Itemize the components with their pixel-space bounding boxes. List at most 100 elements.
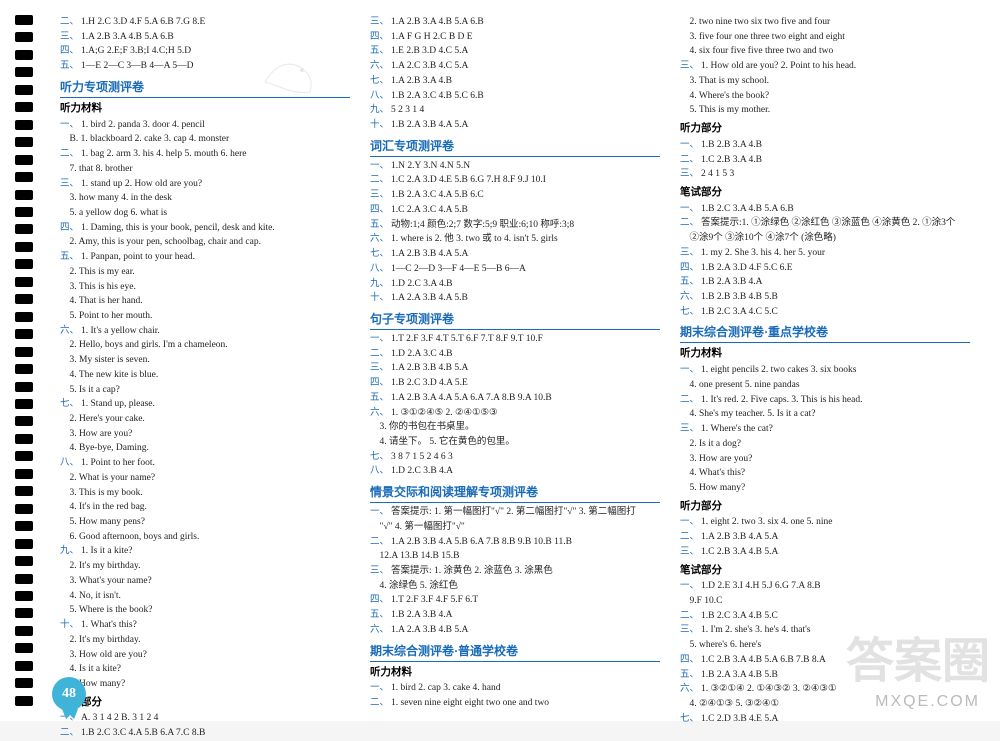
row-number: 四、	[370, 378, 389, 388]
answer-row: 4. six four five five three two and two	[680, 44, 970, 59]
row-number: 七、	[60, 399, 79, 409]
row-text: 5. How many?	[690, 483, 746, 493]
row-text: 1. ③②①④ 2. ①④③② 3. ②④③①	[701, 684, 836, 694]
row-text: 1.B 2.C 3.C 4.A 5.B 6.A 7.C 8.B	[81, 728, 205, 738]
row-text: 4. 涂绿色 5. 涂红色	[380, 581, 458, 591]
row-number: 四、	[370, 595, 389, 605]
row-number: 二、	[680, 532, 699, 542]
row-number: 十、	[370, 120, 389, 130]
row-text: 答案提示: 1. 涂黄色 2. 涂蓝色 3. 涂黑色	[391, 566, 553, 576]
row-number: 六、	[680, 684, 699, 694]
answer-row: 十、1.A 2.A 3.B 4.A 5.B	[370, 291, 660, 306]
row-number: 一、	[680, 365, 699, 375]
answer-row: 6. Good afternoon, boys and girls.	[60, 530, 350, 545]
answer-row: 2. It's my birthday.	[60, 633, 350, 648]
answer-row: 七、1.A 2.B 3.B 4.A 5.A	[370, 247, 660, 262]
row-number: 二、	[370, 698, 389, 708]
row-number: 四、	[680, 655, 699, 665]
row-number: 十、	[60, 620, 79, 630]
row-text: 3. five four one three two eight and eig…	[690, 32, 845, 42]
answer-row: 2. Hello, boys and girls. I'm a chameleo…	[60, 338, 350, 353]
answer-row: 八、1. Point to her foot.	[60, 456, 350, 471]
answer-row: 5. How many?	[680, 481, 970, 496]
answer-row: 七、1.B 2.C 3.A 4.C 5.C	[680, 305, 970, 320]
answer-row: 三、2 4 1 5 3	[680, 167, 970, 182]
binding-dot	[15, 172, 33, 182]
binding-dot	[15, 347, 33, 357]
row-text: 4. one present 5. nine pandas	[690, 380, 800, 390]
row-number: 一、	[370, 161, 389, 171]
binding-dot	[15, 85, 33, 95]
row-text: 1.B 2.C 3.A 4.B 5.A 6.B	[701, 204, 794, 214]
answer-row: 二、1.D 2.A 3.C 4.B	[370, 347, 660, 362]
decorative-sketch	[260, 52, 330, 97]
row-text: 4. It's in the red bag.	[70, 502, 147, 512]
row-text: 1.B 2.B 3.A 4.B	[701, 140, 762, 150]
binding-dot	[15, 50, 33, 60]
answer-row: 2. Is it a dog?	[680, 437, 970, 452]
row-number: 二、	[370, 175, 389, 185]
row-text: 3. That is my school.	[690, 76, 770, 86]
row-number: 七、	[680, 307, 699, 317]
row-text: 1.A 2.B 3.A 4.B 5.A 6.B	[81, 32, 174, 42]
answer-row: 2. Here's your cake.	[60, 412, 350, 427]
answer-row: 三、1.A 2.B 3.A 4.B 5.A 6.B	[60, 30, 350, 45]
row-number: 四、	[680, 263, 699, 273]
answer-row: 5. Point to her mouth.	[60, 309, 350, 324]
sub-title: 听力材料	[60, 101, 350, 117]
binding-dot	[15, 643, 33, 653]
answer-row: 3. This is his eye.	[60, 280, 350, 295]
binding-dot	[15, 294, 33, 304]
row-text: ②涂9个 ③涂10个 ④涂7个 (涂色略)	[690, 233, 836, 243]
row-text: 6. Good afternoon, boys and girls.	[70, 532, 200, 542]
row-text: 1. I'm 2. she's 3. he's 4. that's	[701, 625, 811, 635]
answer-row: 二、1. It's red. 2. Five caps. 3. This is …	[680, 393, 970, 408]
answer-row: 一、1. eight 2. two 3. six 4. one 5. nine	[680, 515, 970, 530]
column-3: 2. two nine two six two five and four 3.…	[670, 15, 980, 706]
row-text: 1. It's a yellow chair.	[81, 326, 160, 336]
row-text: 2. What is your name?	[70, 473, 156, 483]
row-text: 1.C 2.D 3.B 4.E 5.A	[701, 714, 778, 724]
answer-row: 八、1.B 2.A 3.C 4.B 5.C 6.B	[370, 89, 660, 104]
answer-row: 4. one present 5. nine pandas	[680, 378, 970, 393]
row-number: 五、	[680, 670, 699, 680]
sub-title: 听力部分	[680, 499, 970, 515]
answer-row: 八、1.D 2.C 3.B 4.A	[370, 464, 660, 479]
answer-row: 五、1.B 2.A 3.B 4.A	[680, 275, 970, 290]
answer-row: 四、1.A F G H 2.C B D E	[370, 30, 660, 45]
answer-row: B. 1. blackboard 2. cake 3. cap 4. monst…	[60, 132, 350, 147]
row-text: 4. What's this?	[690, 468, 746, 478]
row-text: 1.C 2.A 3.D 4.E 5.B 6.G 7.H 8.F 9.J 10.I	[391, 175, 546, 185]
answer-row: 5. This is my mother.	[680, 103, 970, 118]
row-text: 3. My sister is seven.	[70, 355, 150, 365]
row-text: 1.A 2.B 3.B 4.A 5.A	[701, 532, 778, 542]
row-number: 五、	[370, 393, 389, 403]
row-number: 六、	[60, 326, 79, 336]
row-number: 六、	[370, 408, 389, 418]
binding-dot	[15, 434, 33, 444]
row-text: 1.A F G H 2.C B D E	[391, 32, 473, 42]
row-number: 十、	[370, 293, 389, 303]
row-text: 2. Here's your cake.	[70, 414, 145, 424]
row-text: 1.B 2.A 3.B 4.A 5.A	[391, 120, 468, 130]
answer-row: 三、1. stand up 2. How old are you?	[60, 177, 350, 192]
watermark-url: MXQE.COM	[875, 693, 980, 711]
answer-row: 4. 涂绿色 5. 涂红色	[370, 579, 660, 594]
row-text: 2. Amy, this is your pen, schoolbag, cha…	[70, 237, 261, 247]
row-text: 4. six four five five three two and two	[690, 46, 834, 56]
row-text: 1. It's red. 2. Five caps. 3. This is hi…	[701, 395, 862, 405]
row-text: A. 3 1 4 2 B. 3 1 2 4	[81, 713, 158, 723]
row-text: 5. How many pens?	[70, 517, 145, 527]
answer-row: 五、1.A 2.B 3.A 4.A 5.A 6.A 7.A 8.B 9.A 10…	[370, 391, 660, 406]
spiral-binding	[15, 15, 40, 706]
binding-dot	[15, 521, 33, 531]
page-number-badge: 48	[52, 677, 86, 711]
row-text: 5. This is my mother.	[690, 105, 771, 115]
row-text: 1.B 2.C 3.A 4.C 5.C	[701, 307, 778, 317]
row-text: 3. How are you?	[70, 429, 133, 439]
row-number: 一、	[680, 517, 699, 527]
answer-row: 5. Where is the book?	[60, 603, 350, 618]
row-text: 5. Where is the book?	[70, 605, 153, 615]
answer-row: 二、1.C 2.A 3.D 4.E 5.B 6.G 7.H 8.F 9.J 10…	[370, 173, 660, 188]
binding-dot	[15, 591, 33, 601]
